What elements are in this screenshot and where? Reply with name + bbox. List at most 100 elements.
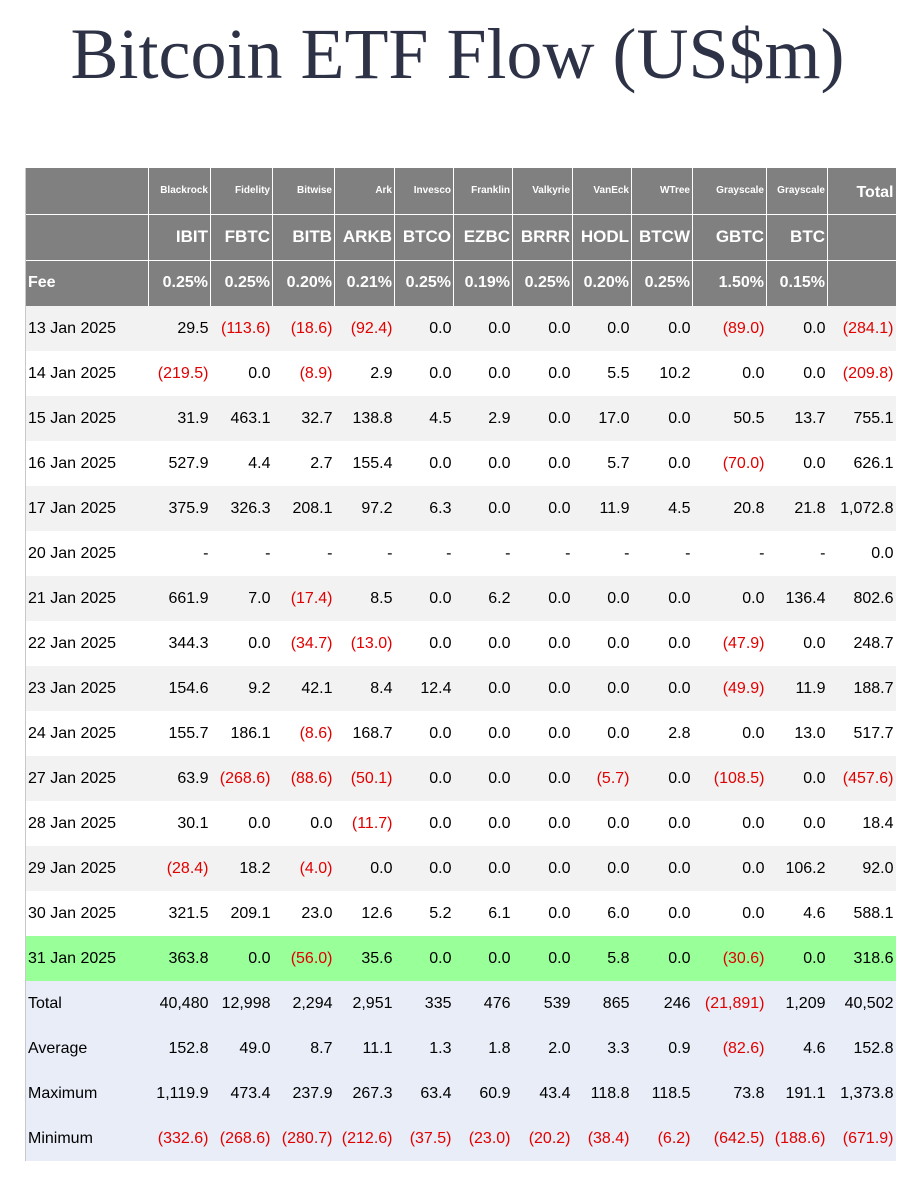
fee-cell: 0.25% (148, 260, 211, 306)
flow-cell: 0.0 (210, 351, 273, 396)
flow-cell: 0.0 (572, 306, 632, 351)
date-cell: 15 Jan 2025 (25, 396, 149, 441)
flow-cell: (4.0) (272, 846, 335, 891)
flow-cell: 0.0 (512, 756, 573, 801)
summary-value-cell: (21,891) (692, 981, 767, 1026)
date-cell: 20 Jan 2025 (25, 531, 149, 576)
flow-cell: (28.4) (148, 846, 211, 891)
flow-cell: 0.0 (631, 666, 693, 711)
flow-cell: - (148, 531, 211, 576)
summary-value-cell: 476 (453, 981, 513, 1026)
flow-cell: 0.0 (394, 756, 454, 801)
flow-cell: 0.0 (453, 351, 513, 396)
flow-cell: 50.5 (692, 396, 767, 441)
date-cell: 22 Jan 2025 (25, 621, 149, 666)
flow-cell: (8.6) (272, 711, 335, 756)
flow-cell: 661.9 (148, 576, 211, 621)
flow-cell: 42.1 (272, 666, 335, 711)
fee-cell: 0.19% (453, 260, 513, 306)
flow-cell: 0.0 (692, 576, 767, 621)
flow-cell: (89.0) (692, 306, 767, 351)
flow-cell: 0.0 (453, 846, 513, 891)
summary-value-cell: 4.6 (766, 1026, 828, 1071)
issuer-header-cell: Fidelity (210, 168, 273, 214)
flow-cell: (49.9) (692, 666, 767, 711)
ticker-header-cell: BTCW (631, 214, 693, 260)
flow-cell: 0.0 (512, 936, 573, 981)
row-total-cell: 248.7 (827, 621, 896, 666)
summary-value-cell: 60.9 (453, 1071, 513, 1116)
flow-cell: 10.2 (631, 351, 693, 396)
header-corner-cell (25, 214, 149, 260)
flow-cell: 0.0 (766, 801, 828, 846)
flow-cell: 0.0 (394, 711, 454, 756)
flow-cell: 0.0 (692, 351, 767, 396)
flow-cell: 0.0 (692, 846, 767, 891)
flow-cell: - (453, 531, 513, 576)
flow-cell: 5.8 (572, 936, 632, 981)
summary-label-cell: Total (25, 981, 149, 1026)
flow-cell: 0.0 (766, 756, 828, 801)
row-total-cell: 588.1 (827, 891, 896, 936)
summary-value-cell: 191.1 (766, 1071, 828, 1116)
summary-row: Average 152.8 49.0 8.7 11.1 1.3 1.8 2.0 3.3 0.9 (8… (25, 1026, 896, 1071)
summary-value-cell: 335 (394, 981, 454, 1026)
flow-cell: 0.0 (631, 621, 693, 666)
flow-cell: 0.0 (394, 621, 454, 666)
summary-value-cell: 0.9 (631, 1026, 693, 1071)
summary-value-cell: 865 (572, 981, 632, 1026)
summary-value-cell: 267.3 (334, 1071, 395, 1116)
flow-cell: 0.0 (766, 936, 828, 981)
flow-cell: (34.7) (272, 621, 335, 666)
fee-cell: 0.21% (334, 260, 395, 306)
flow-cell: 0.0 (334, 846, 395, 891)
summary-value-cell: 73.8 (692, 1071, 767, 1116)
flow-cell: 0.0 (210, 801, 273, 846)
flow-cell: 11.9 (572, 486, 632, 531)
flow-cell: 0.0 (631, 801, 693, 846)
flow-cell: 527.9 (148, 441, 211, 486)
flow-cell: 7.0 (210, 576, 273, 621)
flow-cell: (30.6) (692, 936, 767, 981)
flow-cell: 0.0 (572, 576, 632, 621)
table-row: 28 Jan 2025 30.1 0.0 0.0 (11.7) 0.0 0.0 0.0 0.0 0… (25, 801, 896, 846)
flow-cell: 344.3 (148, 621, 211, 666)
flow-cell: (17.4) (272, 576, 335, 621)
flow-cell: 8.4 (334, 666, 395, 711)
flow-cell: 0.0 (692, 891, 767, 936)
summary-value-cell: 11.1 (334, 1026, 395, 1071)
fee-cell: 0.20% (572, 260, 632, 306)
summary-value-cell: 1.3 (394, 1026, 454, 1071)
flow-cell: 0.0 (453, 621, 513, 666)
header-corner-cell (25, 168, 149, 214)
flow-cell: - (692, 531, 767, 576)
flow-cell: 0.0 (512, 711, 573, 756)
flow-cell: 30.1 (148, 801, 211, 846)
flow-cell: 0.0 (631, 306, 693, 351)
flow-cell: 6.1 (453, 891, 513, 936)
summary-value-cell: (268.6) (210, 1116, 273, 1161)
table-row: 29 Jan 2025 (28.4) 18.2 (4.0) 0.0 0.0 0.0 0.0 0.… (25, 846, 896, 891)
flow-cell: 21.8 (766, 486, 828, 531)
flow-cell: 208.1 (272, 486, 335, 531)
flow-cell: 155.4 (334, 441, 395, 486)
summary-value-cell: 40,502 (827, 981, 896, 1026)
table-row: 23 Jan 2025 154.6 9.2 42.1 8.4 12.4 0.0 0.0 0.0 0… (25, 666, 896, 711)
ticker-header-cell: BRRR (512, 214, 573, 260)
summary-value-cell: 118.8 (572, 1071, 632, 1116)
ticker-header-cell: EZBC (453, 214, 513, 260)
flow-cell: 0.0 (453, 936, 513, 981)
table-row: 15 Jan 2025 31.9 463.1 32.7 138.8 4.5 2.9 0.0 17… (25, 396, 896, 441)
flow-cell: 0.0 (631, 441, 693, 486)
flow-cell: 0.0 (394, 801, 454, 846)
flow-cell: (108.5) (692, 756, 767, 801)
issuer-header-cell: WTree (631, 168, 693, 214)
row-total-cell: (284.1) (827, 306, 896, 351)
flow-cell: (92.4) (334, 306, 395, 351)
flow-cell: 0.0 (394, 846, 454, 891)
issuer-header-cell: Franklin (453, 168, 513, 214)
table-row: 22 Jan 2025 344.3 0.0 (34.7) (13.0) 0.0 0.0 0.0… (25, 621, 896, 666)
flow-cell: 11.9 (766, 666, 828, 711)
summary-row: Total 40,480 12,998 2,294 2,951 335 476 539 865 2… (25, 981, 896, 1026)
flow-cell: - (512, 531, 573, 576)
